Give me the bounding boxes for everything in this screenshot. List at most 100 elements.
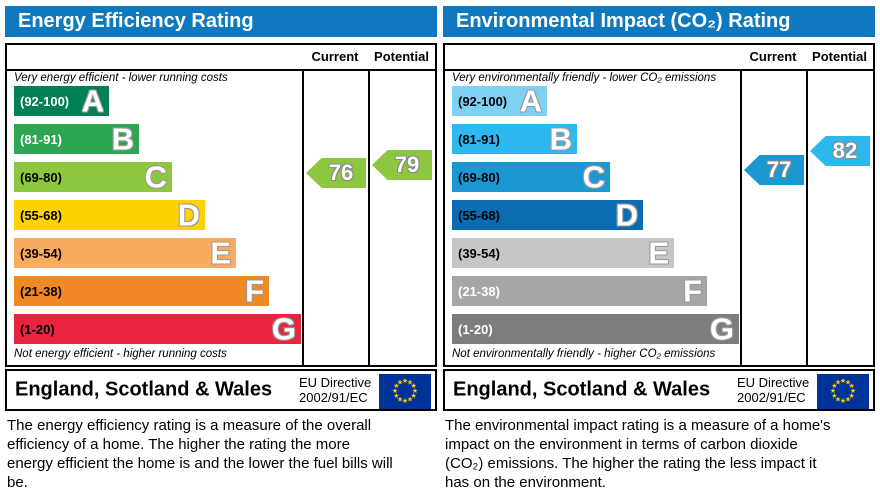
band-letter: F	[683, 273, 702, 309]
panel-footer: England, Scotland & Wales EU Directive 2…	[443, 369, 875, 411]
svg-text:★: ★	[840, 397, 846, 405]
band-b: (81-91) B	[14, 121, 139, 157]
band-f: (21-38) F	[452, 273, 707, 309]
svg-text:★: ★	[840, 377, 846, 385]
band-a: (92-100) A	[452, 83, 547, 119]
svg-text:★: ★	[397, 396, 403, 404]
band-row: (21-38) F	[452, 273, 740, 309]
table-header-row: Current Potential	[7, 45, 435, 71]
table-header-row: Current Potential	[445, 45, 873, 71]
column-divider	[740, 45, 742, 365]
band-row: (55-68) D	[452, 197, 740, 233]
svg-text:★: ★	[407, 396, 413, 404]
band-c: (69-80) C	[14, 159, 172, 195]
energy-efficiency-panel: Energy Efficiency Rating Current Potenti…	[5, 6, 437, 492]
potential-rating-arrow: 82	[810, 136, 870, 166]
environmental-description: The environmental impact rating is a mea…	[445, 417, 831, 491]
band-letter: F	[245, 273, 264, 309]
band-letter: D	[177, 197, 200, 233]
eu-flag-icon: ★★★ ★★★ ★★★ ★★★	[379, 374, 431, 409]
band-range-label: (1-20)	[458, 321, 493, 337]
band-row: (69-80) C	[452, 159, 740, 195]
eu-flag-icon: ★★★ ★★★ ★★★ ★★★	[817, 374, 869, 409]
bands: (92-100) A (81-91) B (69-80) C (55-68) D (39-54)…	[14, 86, 302, 352]
band-range-label: (92-100)	[458, 93, 508, 109]
band-row: (92-100) A	[452, 83, 740, 119]
band-range-label: (55-68)	[20, 207, 62, 223]
energy-rating-chart: Current Potential Very energy efficient …	[5, 43, 437, 367]
band-d: (55-68) D	[452, 197, 643, 233]
current-column-header: Current	[749, 49, 797, 64]
energy-description: The energy efficiency rating is a measur…	[7, 417, 393, 491]
region-label: England, Scotland & Wales	[453, 378, 711, 401]
band-range-label: (55-68)	[458, 207, 500, 223]
band-letter: B	[549, 121, 572, 157]
band-range-label: (81-91)	[20, 131, 62, 147]
svg-text:★: ★	[397, 378, 403, 386]
band-range-label: (92-100)	[20, 93, 70, 109]
band-range-label: (69-80)	[20, 169, 62, 185]
current-rating-arrow: 77	[744, 155, 804, 185]
svg-text:★: ★	[845, 396, 851, 404]
band-letter: G	[271, 311, 296, 347]
band-a: (92-100) A	[14, 83, 109, 119]
svg-text:★: ★	[393, 382, 399, 390]
band-g: (1-20) G	[14, 311, 301, 347]
band-row: (92-100) A	[14, 83, 302, 119]
eu-directive-label: EU Directive 2002/91/EC	[299, 375, 371, 405]
band-row: (21-38) F	[14, 273, 302, 309]
bands: (92-100) A (81-91) B (69-80) C (55-68) D (39-54)…	[452, 86, 740, 352]
band-range-label: (81-91)	[458, 131, 500, 147]
band-letter: A	[81, 83, 104, 119]
svg-text:★: ★	[412, 387, 418, 395]
band-letter: C	[582, 159, 605, 195]
svg-text:★: ★	[402, 397, 408, 405]
svg-text:★: ★	[411, 392, 417, 400]
potential-rating-arrow: 79	[372, 150, 432, 180]
environmental-rating-chart: Current Potential Very environmentally f…	[443, 43, 875, 367]
band-e: (39-54) E	[14, 238, 236, 269]
band-range-label: (1-20)	[20, 321, 55, 337]
band-row: (69-80) C	[14, 159, 302, 195]
bottom-note: Not environmentally friendly - higher CO…	[452, 348, 716, 360]
band-g: (1-20) G	[452, 314, 739, 345]
region-label: England, Scotland & Wales	[15, 378, 273, 401]
band-range-label: (21-38)	[458, 283, 500, 299]
band-row: (39-54) E	[14, 238, 302, 269]
potential-column-header: Potential	[812, 49, 867, 64]
band-d: (55-68) D	[14, 197, 205, 233]
band-letter: C	[144, 159, 167, 195]
band-f: (21-38) F	[14, 273, 269, 309]
svg-text:★: ★	[411, 382, 417, 390]
environmental-title-bar: Environmental Impact (CO₂) Rating	[443, 6, 875, 37]
band-c: (69-80) C	[452, 159, 610, 195]
svg-text:★: ★	[835, 396, 841, 404]
band-letter: B	[111, 121, 134, 157]
panel-title: Environmental Impact (CO₂) Rating	[456, 10, 791, 32]
svg-text:★: ★	[831, 392, 837, 400]
eu-directive-label: EU Directive 2002/91/EC	[737, 375, 809, 405]
band-range-label: (69-80)	[458, 169, 500, 185]
panel-footer: England, Scotland & Wales EU Directive 2…	[5, 369, 437, 411]
svg-text:★: ★	[393, 392, 399, 400]
eu-directive-line2: 2002/91/EC	[299, 390, 368, 405]
svg-text:★: ★	[392, 387, 398, 395]
environmental-impact-panel: Environmental Impact (CO₂) Rating Curren…	[443, 6, 875, 492]
eu-directive-line2: 2002/91/EC	[737, 390, 806, 405]
current-column-header: Current	[311, 49, 359, 64]
column-divider	[806, 45, 808, 365]
eu-directive-line1: EU Directive	[299, 375, 372, 390]
band-letter: A	[519, 83, 542, 119]
band-range-label: (39-54)	[20, 245, 62, 261]
svg-text:★: ★	[402, 377, 408, 385]
svg-text:★: ★	[407, 378, 413, 386]
svg-text:★: ★	[835, 378, 841, 386]
svg-text:★: ★	[831, 382, 837, 390]
band-letter: D	[615, 197, 638, 233]
svg-text:★: ★	[830, 387, 836, 395]
band-row: (1-20) G	[14, 311, 302, 347]
svg-text:★: ★	[849, 382, 855, 390]
svg-text:★: ★	[850, 387, 856, 395]
band-b: (81-91) B	[452, 121, 577, 157]
